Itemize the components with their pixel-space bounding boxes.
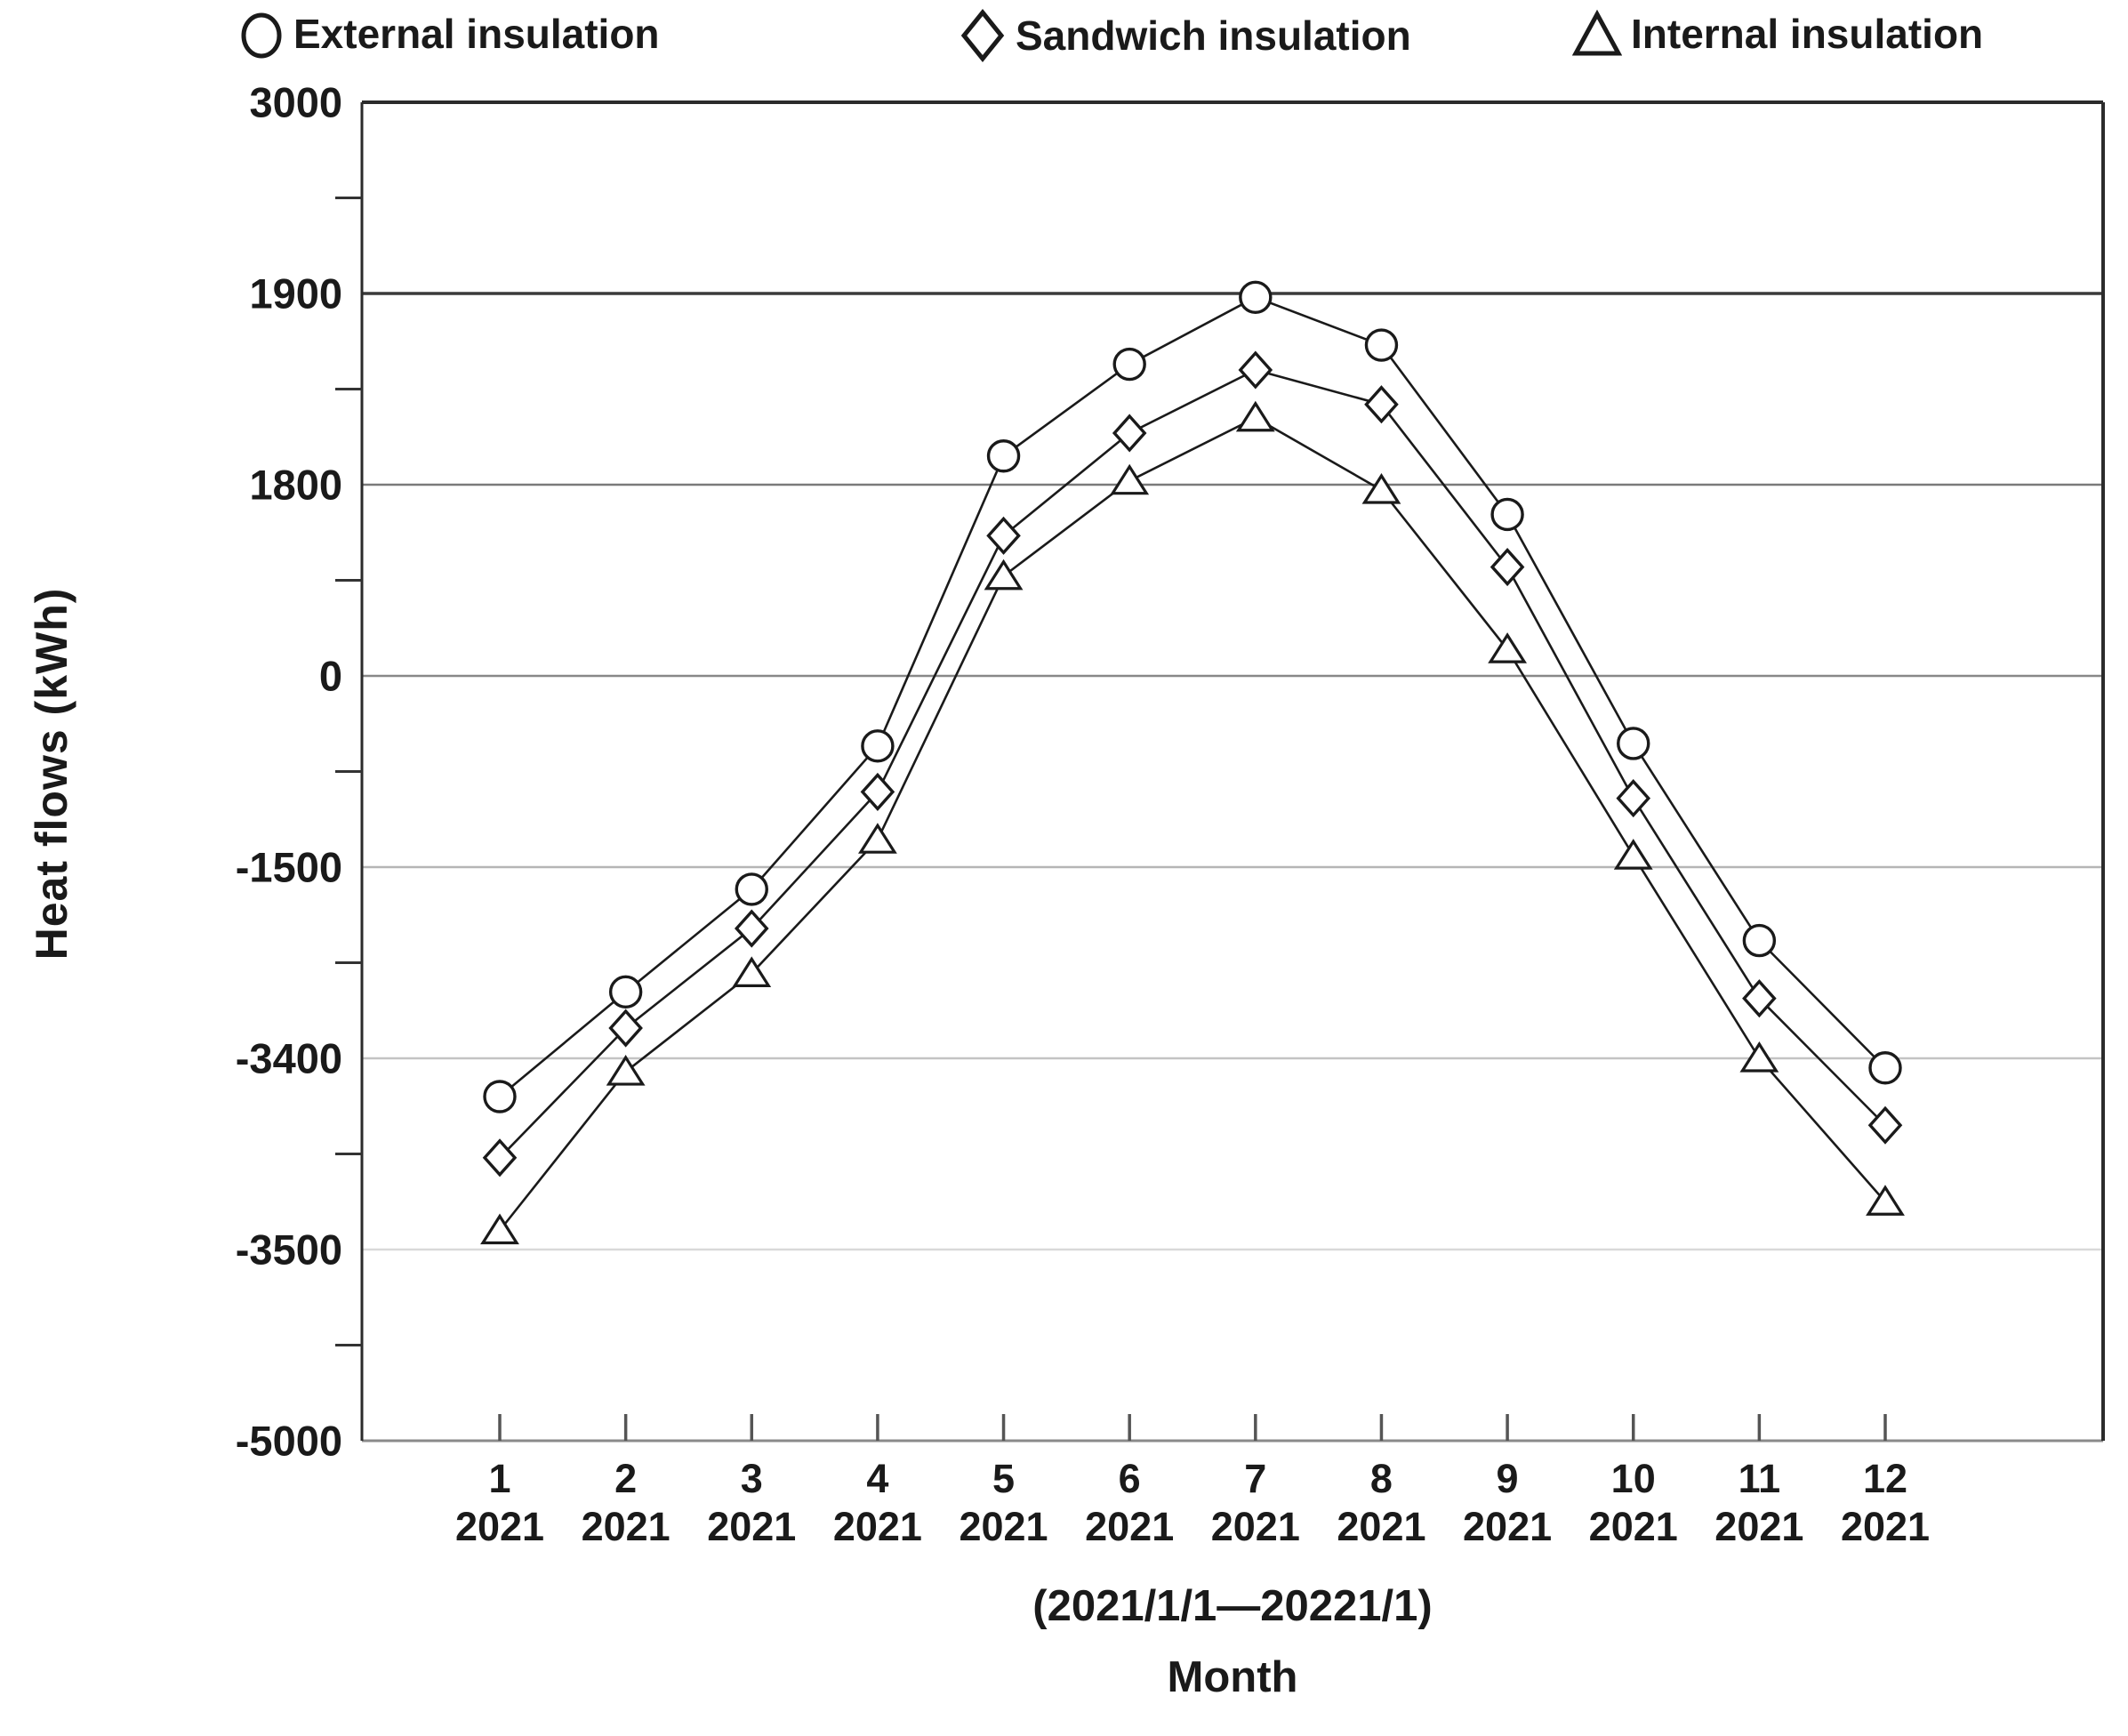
sandwich-insulation-point-m7 <box>1238 350 1273 390</box>
caption-date-range: (2021/1/1—20221/1) <box>1032 1582 1433 1630</box>
x-tick-label: 2 2021 <box>581 1456 671 1549</box>
x-tick-label: 1 2021 <box>454 1456 545 1549</box>
circle-marker-icon <box>241 12 282 59</box>
sandwich-insulation-point-m10 <box>1616 779 1651 818</box>
sandwich-insulation-point-m3 <box>734 909 769 948</box>
internal-insulation-point-m7 <box>1235 400 1275 432</box>
internal-insulation-point-m12 <box>1866 1185 1905 1216</box>
y-tick-label: -3500 <box>235 1226 342 1274</box>
legend-label-internal: Internal insulation <box>1631 11 1984 57</box>
internal-insulation-point-m1 <box>480 1213 519 1245</box>
external-insulation-line <box>499 295 1886 1097</box>
x-tick-label: 11 2021 <box>1714 1456 1804 1549</box>
internal-insulation-point-m8 <box>1361 472 1401 504</box>
y-tick-label: 0 <box>318 652 342 700</box>
external-insulation-point-m11 <box>1742 923 1777 958</box>
y-tick-label: 1800 <box>249 461 342 509</box>
diamond-marker-icon <box>960 9 1005 62</box>
y-tick-label: 1900 <box>249 269 342 317</box>
x-tick-label: 12 2021 <box>1840 1456 1931 1549</box>
y-tick-label: -3400 <box>235 1034 342 1082</box>
sandwich-insulation-point-m5 <box>986 516 1021 555</box>
external-insulation-point-m6 <box>1112 347 1146 382</box>
sandwich-insulation-point-m4 <box>860 772 895 811</box>
sandwich-insulation-point-m1 <box>482 1138 518 1177</box>
sandwich-insulation-point-m12 <box>1867 1105 1903 1145</box>
y-tick-label: -1500 <box>235 843 342 891</box>
y-tick-label: -5000 <box>235 1417 342 1465</box>
external-insulation-point-m4 <box>861 729 895 763</box>
legend-label-external: External insulation <box>293 11 660 57</box>
internal-insulation-point-m4 <box>858 823 897 854</box>
internal-insulation-point-m5 <box>984 559 1024 591</box>
external-insulation-point-m9 <box>1490 497 1524 532</box>
x-tick-label: 3 2021 <box>707 1456 797 1549</box>
x-tick-label: 9 2021 <box>1463 1456 1553 1549</box>
internal-insulation-point-m9 <box>1488 632 1527 663</box>
external-insulation-point-m12 <box>1868 1051 1902 1085</box>
sandwich-insulation-point-m2 <box>608 1009 643 1048</box>
internal-insulation-point-m6 <box>1110 463 1150 495</box>
sandwich-insulation-point-m11 <box>1742 979 1777 1018</box>
external-insulation-point-m3 <box>735 872 768 906</box>
x-tick-label: 4 2021 <box>832 1456 922 1549</box>
external-insulation-point-m8 <box>1364 328 1399 362</box>
sandwich-insulation-line <box>499 368 1886 1159</box>
sandwich-insulation-point-m8 <box>1364 385 1399 424</box>
x-tick-label: 10 2021 <box>1588 1456 1678 1549</box>
external-insulation-point-m2 <box>608 975 643 1009</box>
sandwich-insulation-point-m6 <box>1112 414 1147 453</box>
external-insulation-point-m5 <box>986 439 1021 473</box>
legend-item-sandwich: Sandwich insulation <box>959 9 1411 62</box>
internal-insulation-point-m10 <box>1613 839 1653 870</box>
internal-insulation-line <box>498 416 1886 1232</box>
x-tick-label: 6 2021 <box>1085 1456 1175 1549</box>
triangle-marker-icon <box>1572 9 1622 56</box>
x-axis-title: Month <box>1167 1653 1298 1701</box>
sandwich-insulation-point-m9 <box>1490 548 1525 587</box>
legend-item-external: External insulation <box>238 9 660 59</box>
y-tick-label: 3000 <box>249 78 342 126</box>
legend-label-sandwich: Sandwich insulation <box>1016 12 1411 59</box>
legend-item-internal: Internal insulation <box>1572 9 1983 59</box>
internal-insulation-point-m11 <box>1739 1041 1779 1073</box>
internal-insulation-point-m3 <box>732 956 772 987</box>
x-tick-label: 7 2021 <box>1210 1456 1300 1549</box>
external-insulation-point-m1 <box>483 1080 517 1113</box>
external-insulation-point-m7 <box>1239 280 1273 314</box>
external-insulation-point-m10 <box>1617 727 1650 760</box>
x-tick-label: 5 2021 <box>959 1456 1048 1549</box>
internal-insulation-point-m2 <box>606 1055 646 1086</box>
x-tick-label: 8 2021 <box>1337 1456 1426 1549</box>
